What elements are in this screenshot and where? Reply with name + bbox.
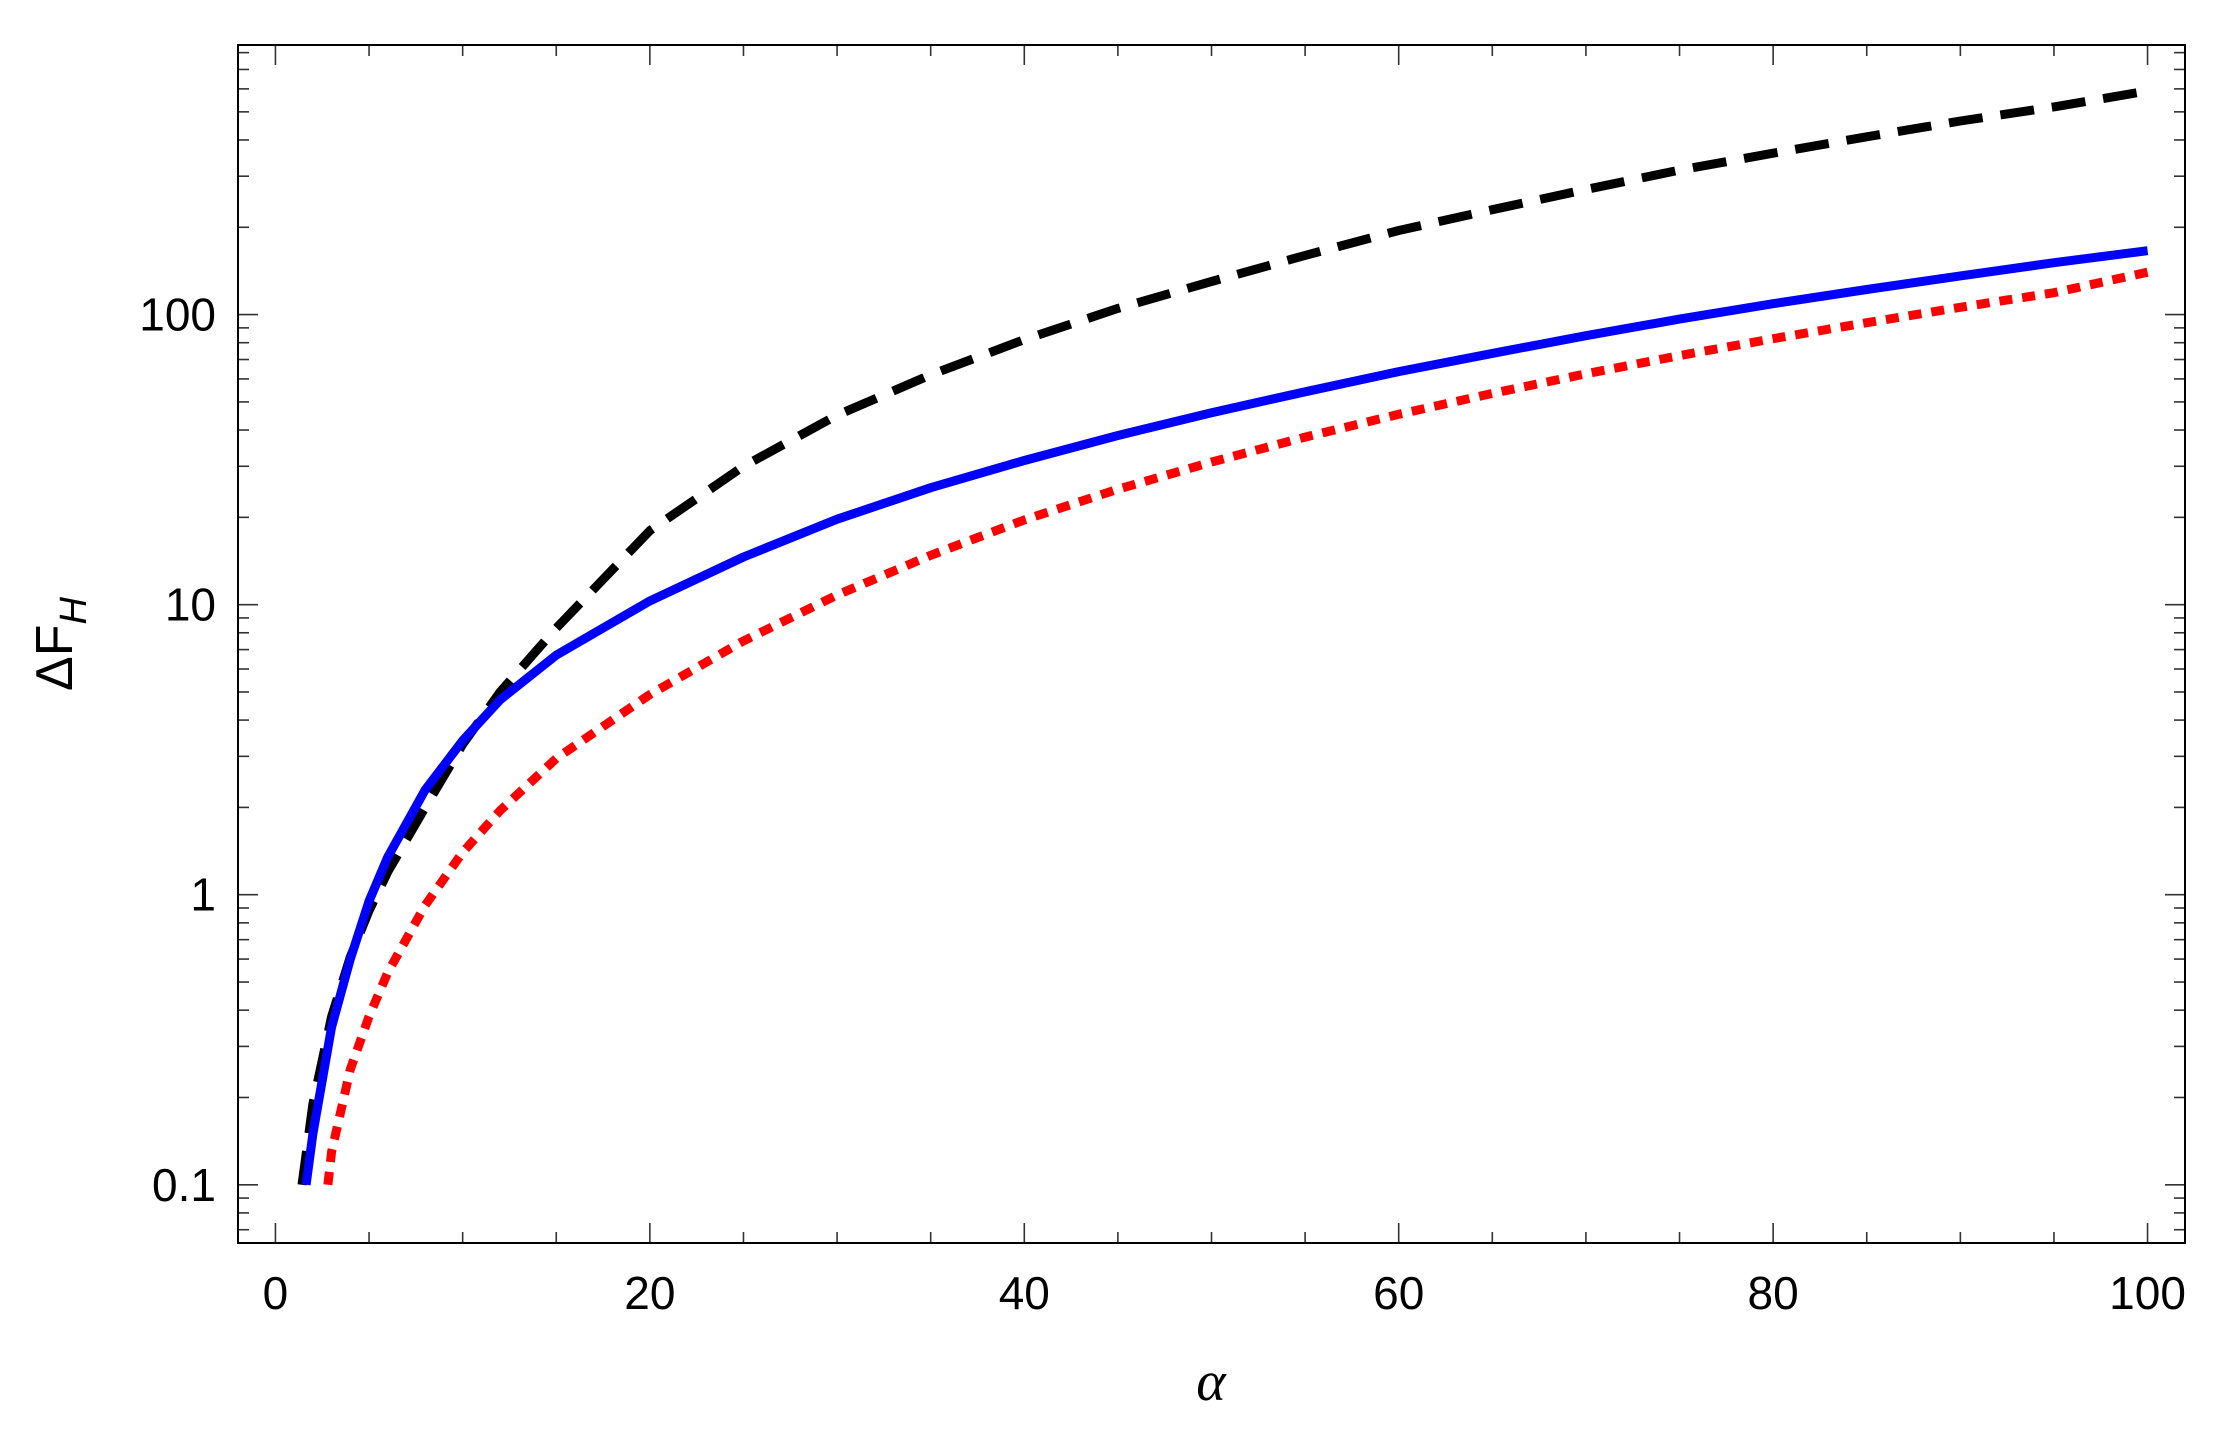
series-line-3 [323,267,2149,1186]
x-tick-label: 0 [263,1267,289,1319]
plot-frame [237,44,2186,1244]
y-axis-title: ΔFH [26,596,95,691]
x-tick-label: 60 [1373,1267,1424,1319]
x-tick-label: 100 [2109,1267,2186,1319]
axis-ticks [238,45,2185,1243]
y-axis-title-subscript: H [53,596,95,624]
y-axis-title-main: ΔF [26,624,84,691]
tick-labels: 0 20 40 60 80 100 0.1 1 10 100 [139,289,2186,1319]
series-line-2 [301,246,2149,1186]
x-tick-label: 20 [624,1267,675,1319]
x-tick-label: 80 [1748,1267,1799,1319]
series-group [297,86,2149,1186]
y-tick-label: 100 [139,289,216,341]
x-tick-label: 40 [999,1267,1050,1319]
y-tick-label: 0.1 [152,1159,216,1211]
y-tick-label: 1 [190,869,216,921]
y-tick-label: 10 [165,579,216,631]
x-axis-title: α [1196,1351,1227,1413]
